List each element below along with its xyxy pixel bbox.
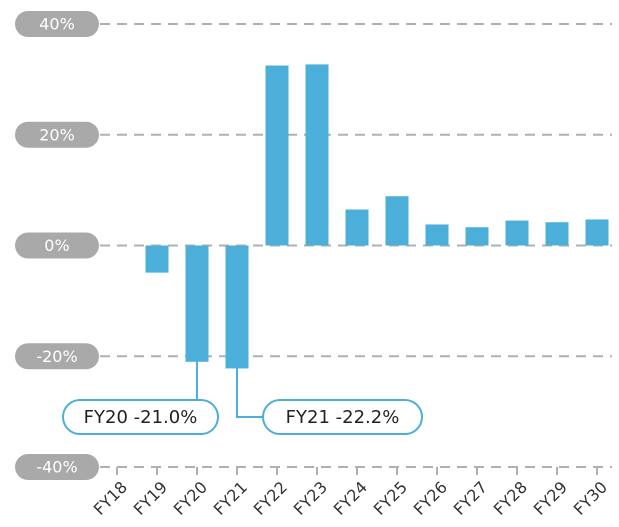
y-tick-pill [15,121,99,148]
bar [585,219,609,246]
y-tick-label: -40% [36,458,77,477]
y-tick-label: -20% [36,347,77,366]
y-tick-label: 40% [39,15,75,34]
bar [305,64,329,246]
y-tick-label: 0% [44,236,69,255]
bar [385,196,409,246]
x-tick-label: FY23 [290,478,331,519]
bar [425,224,449,246]
bar [545,222,569,246]
x-tick-label: FY19 [130,478,171,519]
y-tick-pill [15,454,99,480]
x-tick-label: FY22 [250,478,291,519]
value-label: FY20 -21.0% [84,407,198,428]
x-tick-label: FY24 [330,478,371,519]
bar [185,245,209,362]
x-tick-label: FY29 [530,478,571,519]
x-tick-label: FY28 [490,478,531,519]
x-tick-label: FY27 [450,478,491,519]
bar [465,227,489,246]
x-tick-label: FY20 [170,478,211,519]
bar [265,65,289,246]
bar [145,245,169,273]
callout-box [62,399,219,435]
y-tick-pill [15,232,99,259]
x-tick-label: FY26 [410,478,451,519]
value-label: FY21 -22.2% [286,407,400,428]
bar [345,209,369,246]
callout-box [262,399,423,435]
callout-line [236,368,263,418]
x-tick-label: FY25 [370,478,411,519]
y-tick-label: 20% [39,125,75,144]
y-tick-pill [15,11,99,37]
y-tick-pill [15,343,99,370]
bar [505,220,529,246]
x-tick-label: FY21 [210,478,251,519]
x-tick-label: FY30 [570,478,611,519]
x-tick-label: FY18 [90,478,131,519]
bar [225,245,249,369]
